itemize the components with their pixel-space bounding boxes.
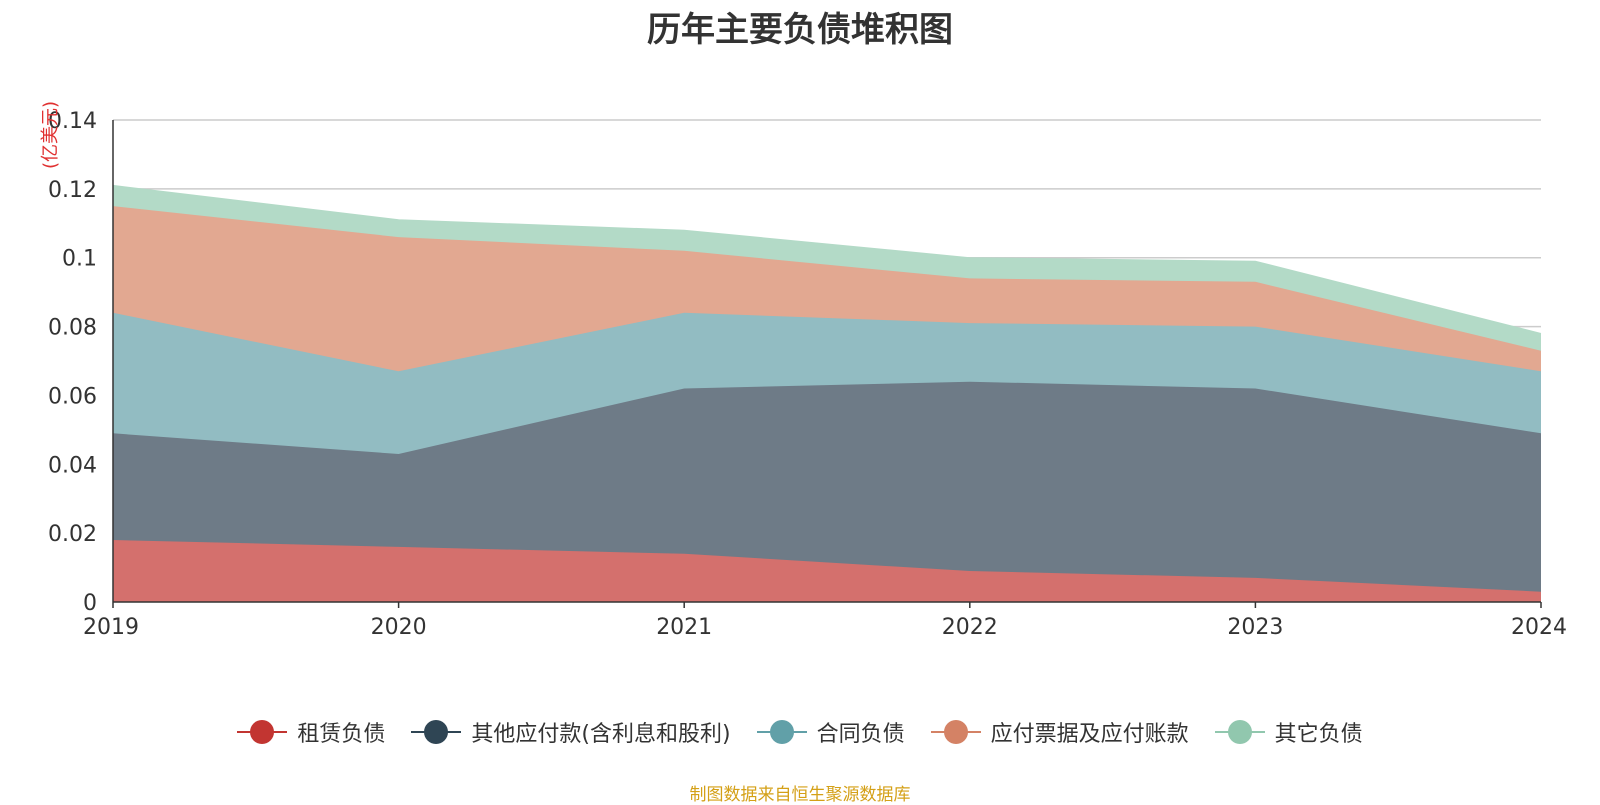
x-tick-label: 2021 [656, 615, 712, 640]
series-line-5 [112, 184, 1542, 334]
legend-label: 合同负债 [816, 722, 905, 747]
y-tick-label: 0.14 [48, 109, 97, 134]
y-tick-label: 0.02 [48, 522, 97, 547]
source-note: 制图数据来自恒生聚源数据库 [689, 785, 911, 805]
y-tick-label: 0.1 [62, 247, 97, 272]
legend-swatch [237, 720, 288, 744]
stacked-areas [112, 184, 1542, 602]
y-tick-label: 0.04 [48, 453, 97, 478]
legend: 租赁负债 其他应付款(含利息和股利) 合同负债 应付票据及应付账款 其它负债 [0, 716, 1600, 748]
chart-title: 历年主要负债堆积图 [647, 10, 953, 50]
legend-item-1[interactable]: 租赁负债 [237, 716, 385, 748]
area-series-4 [113, 206, 1541, 372]
legend-swatch [1214, 720, 1265, 744]
y-tick-label: 0.12 [48, 178, 97, 203]
y-tick-label: 0.06 [48, 384, 97, 409]
legend-item-3[interactable]: 合同负债 [756, 716, 905, 748]
legend-item-5[interactable]: 其它负债 [1214, 716, 1363, 748]
x-tick-label: 2019 [83, 615, 139, 640]
x-tick-label: 2022 [942, 615, 998, 640]
x-tick-label: 2020 [371, 615, 427, 640]
y-axis-unit: (亿美元) [40, 101, 61, 169]
y-tick-label: 0 [83, 591, 97, 616]
area-series-3 [113, 312, 1541, 454]
legend-item-2[interactable]: 其他应付款(含利息和股利) [411, 716, 731, 748]
legend-swatch [756, 720, 807, 744]
area-series-2 [113, 381, 1541, 592]
area-series-5 [113, 185, 1541, 351]
area-series-1 [113, 540, 1541, 602]
y-tick-label: 0.08 [48, 316, 97, 341]
x-tick-label: 2023 [1227, 615, 1283, 640]
legend-item-4[interactable]: 应付票据及应付账款 [930, 716, 1189, 748]
axes: 0 0.02 0.04 0.06 0.08 0.1 0.12 0.14 2019 2020 2021… [48, 109, 1567, 640]
legend-label: 应付票据及应付账款 [990, 722, 1189, 747]
legend-label: 租赁负债 [297, 722, 386, 747]
x-tick-label: 2024 [1511, 615, 1567, 640]
legend-swatch [411, 720, 462, 744]
legend-label: 其它负债 [1274, 722, 1363, 747]
legend-swatch [930, 720, 981, 744]
legend-label: 其他应付款(含利息和股利) [471, 722, 731, 747]
